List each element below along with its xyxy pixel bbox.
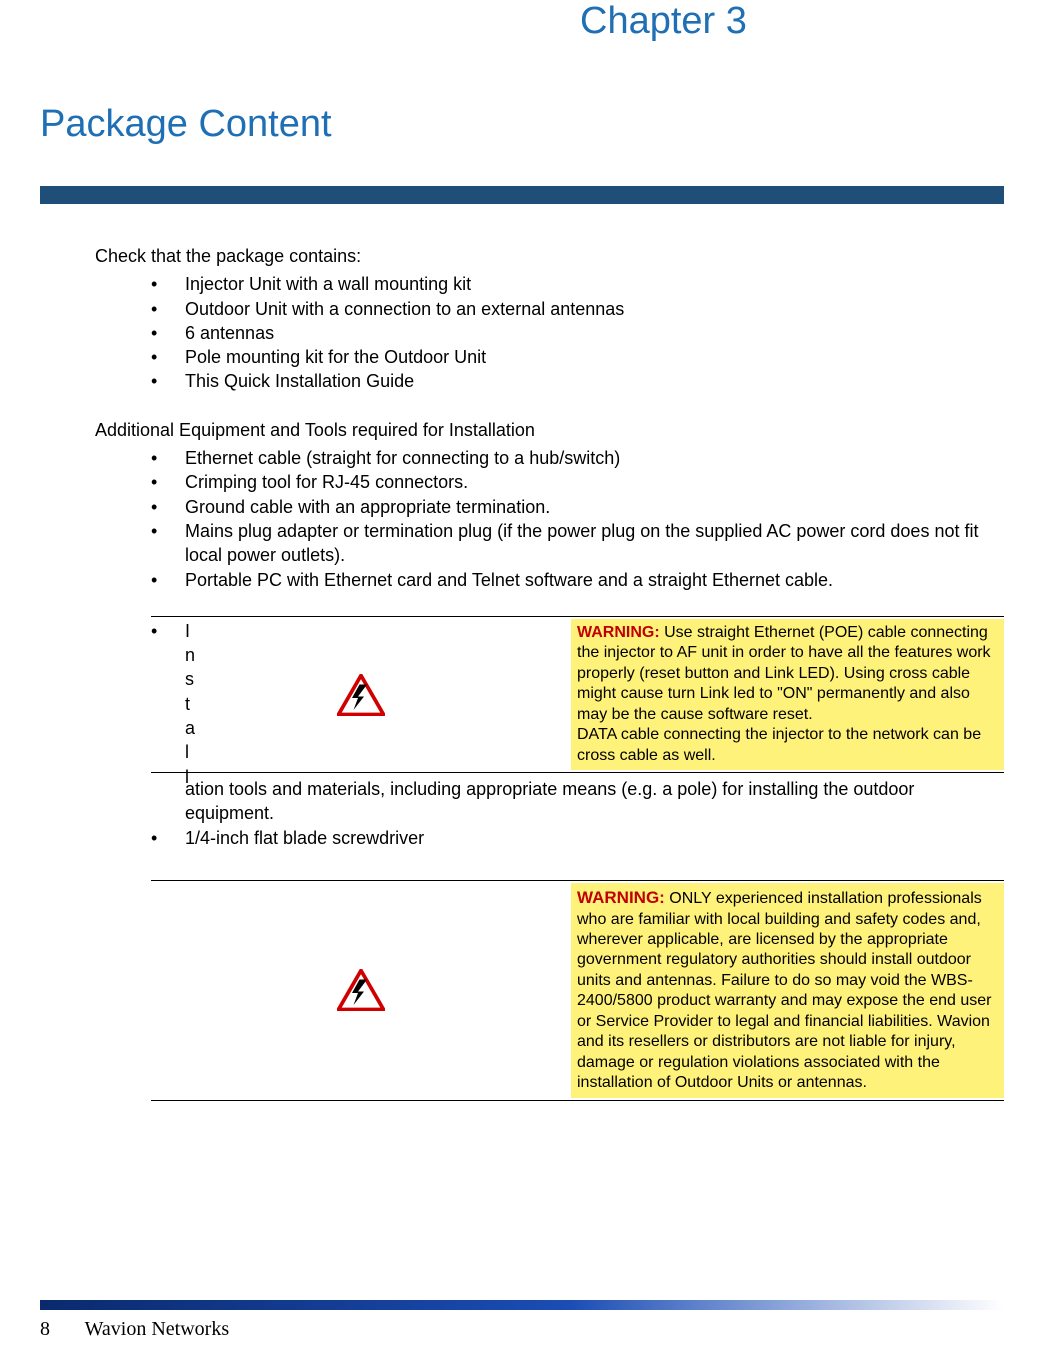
warning-text-1: WARNING: Use straight Ethernet (POE) cab… <box>571 619 1004 770</box>
list-item: Mains plug adapter or termination plug (… <box>151 519 1004 568</box>
vertical-word: • Install <box>185 619 195 789</box>
warning-triangle-icon <box>337 969 385 1011</box>
package-list: Injector Unit with a wall mounting kit O… <box>95 272 1004 393</box>
list-item: Ethernet cable (straight for connecting … <box>151 446 1004 470</box>
list-item: 1/4-inch flat blade screwdriver <box>151 826 1004 850</box>
warning-block-1: • Install WARNING: Use straight Ethernet… <box>151 616 1004 773</box>
intro-1: Check that the package contains: <box>95 244 1004 268</box>
warning-triangle-icon <box>337 674 385 716</box>
tools-list: Ethernet cable (straight for connecting … <box>95 446 1004 592</box>
list-item: Injector Unit with a wall mounting kit <box>151 272 1004 296</box>
list-item: Portable PC with Ethernet card and Telne… <box>151 568 1004 592</box>
warning-left <box>151 883 571 1098</box>
page-number: 8 <box>40 1318 80 1341</box>
continuation-text: ation tools and materials, including app… <box>95 777 1004 826</box>
warning-left: • Install <box>151 619 571 770</box>
divider-bar <box>40 186 1004 204</box>
list-item: 6 antennas <box>151 321 1004 345</box>
tools-list-2: 1/4-inch flat blade screwdriver <box>95 826 1004 850</box>
footer-title: Wavion Networks <box>85 1318 229 1340</box>
intro-2: Additional Equipment and Tools required … <box>95 418 1004 442</box>
footer-gradient-bar <box>40 1300 1004 1310</box>
list-item: Crimping tool for RJ-45 connectors. <box>151 470 1004 494</box>
warning-label: WARNING: <box>577 624 660 641</box>
chapter-heading: Chapter 3 <box>40 0 1004 43</box>
body-content: Check that the package contains: Injecto… <box>40 244 1004 1101</box>
list-item: Pole mounting kit for the Outdoor Unit <box>151 345 1004 369</box>
list-item: This Quick Installation Guide <box>151 369 1004 393</box>
warning-body: ONLY experienced installation profession… <box>577 890 992 1091</box>
page-footer: 8 Wavion Networks <box>0 1300 1044 1341</box>
warning-text-2: WARNING: ONLY experienced installation p… <box>571 883 1004 1098</box>
warning-label: WARNING: <box>577 888 665 907</box>
warning-block-2: WARNING: ONLY experienced installation p… <box>151 880 1004 1101</box>
list-item: Ground cable with an appropriate termina… <box>151 495 1004 519</box>
warning-body: Use straight Ethernet (POE) cable connec… <box>577 624 991 764</box>
list-item: Outdoor Unit with a connection to an ext… <box>151 297 1004 321</box>
section-title: Package Content <box>40 103 1004 146</box>
